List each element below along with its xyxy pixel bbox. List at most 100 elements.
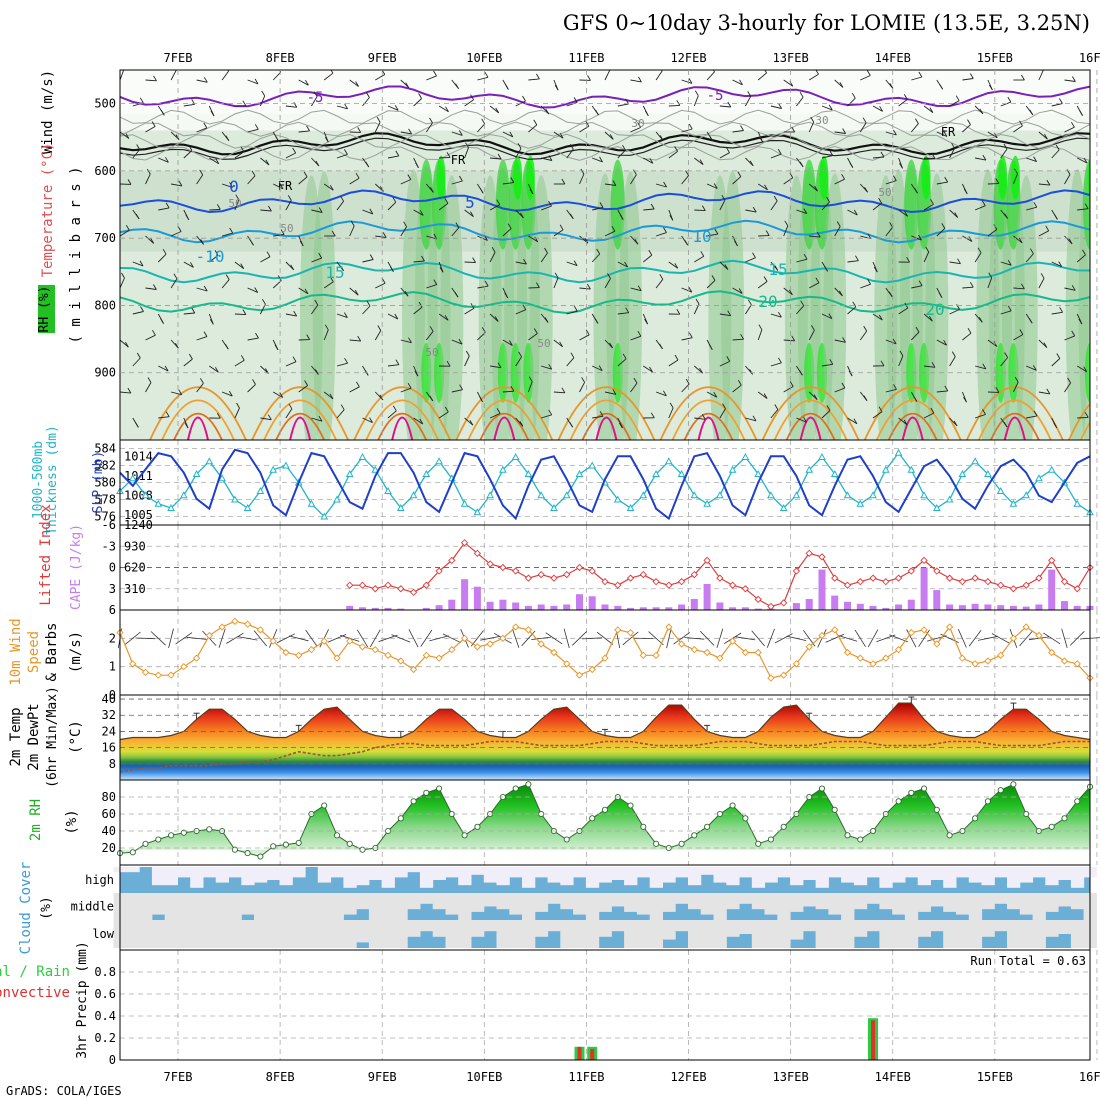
wind-barb xyxy=(522,304,527,310)
wind-barb xyxy=(150,631,166,646)
rh-band xyxy=(120,70,1090,114)
cloud-cell xyxy=(368,920,383,948)
y-tick-label-right: 1005 xyxy=(124,508,153,522)
cloud-cell xyxy=(611,867,625,880)
cloud-cell xyxy=(317,867,332,883)
cloud-cell xyxy=(164,893,178,920)
lifted-index-point xyxy=(856,578,864,586)
wind-barb xyxy=(783,225,789,237)
cloud-cell xyxy=(356,867,370,886)
wind-barb xyxy=(254,78,259,85)
cloud-cell xyxy=(1070,893,1085,910)
lifted-index-point xyxy=(537,570,545,579)
wind-barb xyxy=(1064,126,1075,133)
wind-barb xyxy=(429,326,434,332)
rh-contour xyxy=(120,133,1090,149)
wind-barb xyxy=(544,247,548,254)
wind-barb xyxy=(619,422,623,429)
cloud-cell xyxy=(930,920,944,932)
wind-barb xyxy=(595,109,599,116)
lifted-index-point xyxy=(1073,585,1081,593)
lifted-index-point xyxy=(716,574,724,582)
cloud-cell xyxy=(381,867,395,888)
wind-barb xyxy=(464,261,476,264)
wind-barb xyxy=(727,310,732,316)
wind-barb xyxy=(185,214,190,221)
wind-barb xyxy=(405,82,410,88)
wind-barb xyxy=(936,181,948,185)
thickness-point xyxy=(141,491,150,499)
wind-barb xyxy=(852,301,857,308)
thickness-point xyxy=(754,469,763,477)
wind-barb xyxy=(356,381,360,388)
wind-barb xyxy=(203,122,208,129)
wind-speed-point xyxy=(307,646,316,654)
rh-point xyxy=(563,836,570,843)
wind-barb xyxy=(694,157,704,165)
wind-barb xyxy=(821,410,831,419)
wind-barb xyxy=(923,251,930,263)
wind-barb xyxy=(349,386,360,393)
wind-barb xyxy=(349,79,359,87)
wind-barb xyxy=(572,631,587,646)
wind-barb xyxy=(433,70,437,77)
wind-barb xyxy=(925,246,930,253)
rh-point xyxy=(1048,823,1055,830)
cape-bar xyxy=(601,604,609,610)
wind-barb xyxy=(951,351,956,357)
wind-speed-point xyxy=(499,634,507,642)
wind-barb xyxy=(1026,206,1037,211)
wind-barb xyxy=(305,629,318,647)
wind-barb xyxy=(752,252,756,258)
lifted-index-point xyxy=(384,581,392,589)
wind-barb xyxy=(349,287,359,296)
cloud-cell xyxy=(496,867,510,886)
wind-barb xyxy=(974,252,982,263)
rh-point xyxy=(282,841,289,848)
wind-barb xyxy=(528,376,533,382)
cloud-cell xyxy=(815,920,829,948)
wind-barb xyxy=(387,364,399,367)
wind-barb xyxy=(559,132,564,139)
wind-barb xyxy=(862,117,867,123)
cloud-cell xyxy=(266,867,281,880)
wind-barb xyxy=(521,630,536,647)
wind-barb xyxy=(770,200,778,211)
thickness-point xyxy=(843,491,852,499)
thickness-point xyxy=(626,503,635,511)
y-tick-label-right: 930 xyxy=(124,539,146,553)
wind-barb xyxy=(1066,169,1071,175)
date-label-bottom: 10FEB xyxy=(466,1070,502,1084)
cloud-cell xyxy=(994,893,1008,904)
cloud-cell xyxy=(1058,867,1072,880)
wind-barb xyxy=(403,221,407,227)
y-axis-label: (%) xyxy=(64,809,80,834)
wind-barb xyxy=(362,97,370,107)
wind-barb xyxy=(719,199,726,211)
wind-barb xyxy=(541,414,552,419)
warm-contour xyxy=(875,399,950,440)
lifted-index-point xyxy=(805,549,813,557)
wind-barb xyxy=(260,157,270,166)
wind-barb xyxy=(234,407,240,419)
cloud-cell xyxy=(368,867,383,880)
wind-barb xyxy=(873,266,878,273)
wind-barb xyxy=(315,369,319,375)
thickness-point xyxy=(792,491,801,499)
y-tick-label: 40 xyxy=(102,824,116,838)
cloud-cell xyxy=(203,867,217,878)
lifted-index-point xyxy=(499,563,507,572)
wind-barb xyxy=(323,391,334,400)
wind-barb xyxy=(699,630,715,646)
wind-barb xyxy=(872,202,882,211)
y-tick-label: 580 xyxy=(94,476,116,490)
wind-speed-point xyxy=(269,637,277,645)
wind-barb xyxy=(596,248,601,255)
wind-barb xyxy=(327,634,347,643)
wind-barb xyxy=(430,187,434,193)
wind-barb xyxy=(394,313,399,320)
wind-barb xyxy=(669,402,674,409)
wind-barb xyxy=(318,207,323,213)
rh-point xyxy=(946,832,953,839)
wind-speed-point xyxy=(1022,623,1030,631)
